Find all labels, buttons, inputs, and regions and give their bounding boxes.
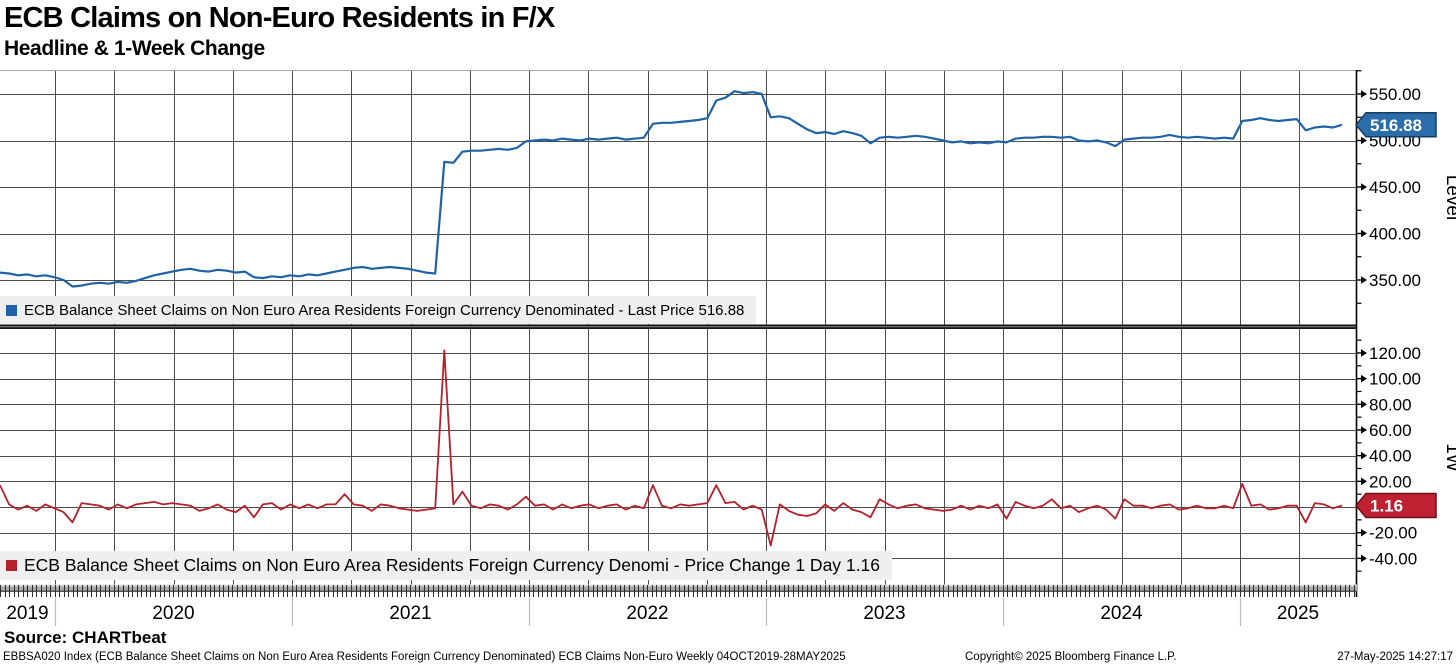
svg-text:550.00: 550.00 [1369,85,1421,104]
chart-canvas: 550.00500.00450.00400.00350.00Level120.0… [0,70,1456,626]
page-subtitle: Headline & 1-Week Change [4,37,265,60]
year-label-2021: 2021 [389,603,431,624]
svg-text:350.00: 350.00 [1369,271,1421,290]
x-axis-years: 2019 2020 2021 2022 2023 2024 2025 [6,598,1319,626]
level-gridlines [0,94,1356,281]
1w_change-y-axis: 120.00 100.00 80.00 60.00 40.00 20.00 -20.00 -4… [1356,339,1456,572]
year-label-2019: 2019 [6,603,48,624]
footer-ticker-info: EBBSA020 Index (ECB Balance Sheet Claims… [3,651,846,663]
legend-change-label: ECB Balance Sheet Claims on Non Euro Are… [24,555,880,575]
level-axis-title: Level [1442,175,1456,220]
svg-text:100.00: 100.00 [1369,370,1421,389]
1w_change-axis-title: 1W [1442,443,1456,472]
page-title: ECB Claims on Non-Euro Residents in F/X [4,2,555,34]
1w_change-line [0,349,1343,547]
vertical-gridlines [55,70,1300,586]
svg-text:80.00: 80.00 [1369,395,1412,414]
year-label-2020: 2020 [152,603,194,624]
legend-change-series[interactable]: ECB Balance Sheet Claims on Non Euro Are… [0,551,892,580]
svg-text:20.00: 20.00 [1369,472,1412,491]
svg-text:1.16: 1.16 [1370,497,1403,516]
level-series-swatch-icon [6,304,17,316]
year-label-2022: 2022 [626,603,668,624]
year-label-2024: 2024 [1100,603,1143,624]
level-line [0,90,1343,288]
footer-timestamp: 27-May-2025 14:27:17 [1337,651,1453,663]
svg-text:-20.00: -20.00 [1369,524,1417,543]
1w_change-gridlines [0,353,1356,559]
svg-text:450.00: 450.00 [1369,178,1421,197]
year-label-2023: 2023 [863,603,905,624]
legend-level-series[interactable]: ECB Balance Sheet Claims on Non Euro Are… [0,296,757,324]
legend-level-label: ECB Balance Sheet Claims on Non Euro Are… [24,301,745,319]
change-last-value-tag[interactable]: 1.16 [1355,492,1437,519]
change-series-swatch-icon [6,560,17,571]
source-note: Source: CHARTbeat [4,628,167,647]
svg-text:400.00: 400.00 [1369,225,1421,244]
svg-text:516.88: 516.88 [1370,116,1422,135]
svg-text:60.00: 60.00 [1369,421,1412,440]
x-axis-strip [0,584,1357,597]
footer-copyright: Copyright© 2025 Bloomberg Finance L.P. [965,651,1177,663]
year-label-2025: 2025 [1277,603,1319,624]
svg-text:120.00: 120.00 [1369,344,1421,363]
svg-text:40.00: 40.00 [1369,447,1412,466]
svg-text:-40.00: -40.00 [1369,549,1417,568]
level-last-price-tag[interactable]: 516.88 [1355,112,1437,138]
